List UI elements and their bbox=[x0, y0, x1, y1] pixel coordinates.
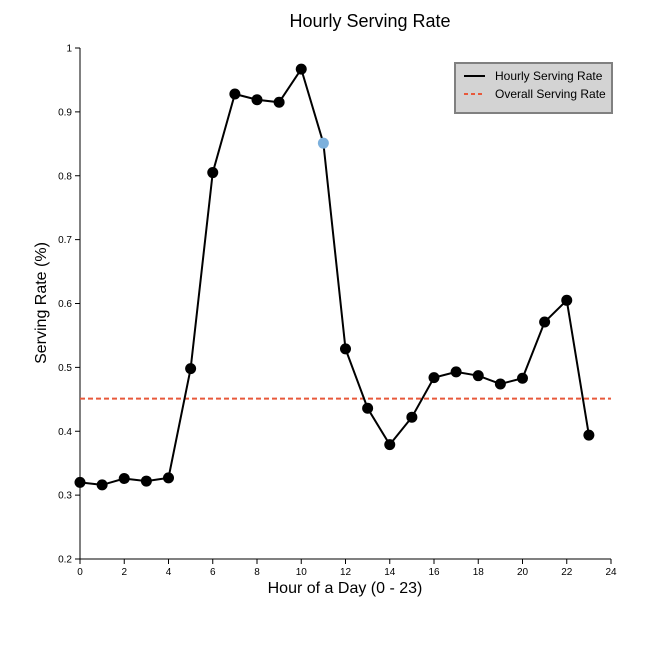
data-point[interactable] bbox=[539, 316, 551, 328]
data-point[interactable] bbox=[472, 370, 484, 382]
x-tick-label: 2 bbox=[121, 567, 127, 578]
data-point[interactable] bbox=[583, 429, 595, 441]
y-tick-label: 0.2 bbox=[58, 555, 72, 566]
x-tick-label: 18 bbox=[473, 567, 485, 578]
data-point[interactable] bbox=[450, 366, 462, 378]
plot-area bbox=[74, 63, 611, 491]
x-tick-label: 4 bbox=[166, 567, 172, 578]
data-point[interactable] bbox=[494, 378, 506, 390]
data-point[interactable] bbox=[118, 473, 130, 485]
data-point[interactable] bbox=[384, 439, 396, 451]
data-point[interactable] bbox=[251, 94, 263, 106]
data-point[interactable] bbox=[561, 294, 573, 306]
x-tick-label: 16 bbox=[428, 567, 440, 578]
legend-label-hourly: Hourly Serving Rate bbox=[495, 69, 603, 83]
y-tick-label: 0.5 bbox=[58, 363, 72, 374]
y-tick-label: 0.9 bbox=[58, 107, 72, 118]
axes bbox=[79, 48, 611, 560]
data-point[interactable] bbox=[428, 372, 440, 384]
data-point[interactable] bbox=[185, 363, 197, 375]
data-point[interactable] bbox=[295, 63, 307, 75]
legend-box bbox=[454, 62, 613, 114]
y-tick-label: 1 bbox=[66, 44, 72, 55]
data-point[interactable] bbox=[362, 402, 374, 414]
chart-title: Hourly Serving Rate bbox=[289, 11, 450, 31]
x-tick-label: 12 bbox=[340, 567, 352, 578]
y-tick-label: 0.3 bbox=[58, 491, 72, 502]
legend-label-overall: Overall Serving Rate bbox=[495, 87, 606, 101]
hourly-serving-rate-line bbox=[79, 66, 590, 486]
data-point[interactable] bbox=[517, 372, 528, 384]
x-ticks: 0 2 4 6 8 10 12 14 16 18 20 22 24 bbox=[77, 559, 617, 578]
x-axis-title: Hour of a Day (0 - 23) bbox=[268, 580, 423, 597]
data-point[interactable] bbox=[406, 411, 418, 423]
data-point[interactable] bbox=[74, 476, 86, 488]
data-point[interactable] bbox=[229, 88, 241, 100]
data-point[interactable] bbox=[207, 167, 219, 179]
y-axis-title: Serving Rate (%) bbox=[33, 242, 50, 364]
y-ticks: 0.2 0.3 0.4 0.5 0.6 0.7 0.8 0.9 1 bbox=[58, 44, 80, 566]
data-point-highlighted[interactable] bbox=[317, 137, 329, 149]
x-tick-label: 10 bbox=[296, 567, 308, 578]
data-point[interactable] bbox=[273, 96, 285, 108]
x-tick-label: 22 bbox=[561, 567, 573, 578]
x-tick-label: 20 bbox=[517, 567, 529, 578]
x-tick-label: 6 bbox=[210, 567, 216, 578]
x-tick-label: 14 bbox=[384, 567, 396, 578]
data-point[interactable] bbox=[340, 343, 351, 355]
x-tick-label: 8 bbox=[254, 567, 260, 578]
y-tick-label: 0.7 bbox=[58, 235, 72, 246]
data-point[interactable] bbox=[96, 479, 108, 491]
data-point[interactable] bbox=[140, 475, 152, 487]
y-tick-label: 0.6 bbox=[58, 299, 72, 310]
legend: Hourly Serving Rate Overall Serving Rate bbox=[454, 62, 613, 114]
y-tick-label: 0.8 bbox=[58, 171, 72, 182]
y-tick-label: 0.4 bbox=[58, 427, 72, 438]
x-tick-label: 24 bbox=[605, 567, 617, 578]
x-tick-label: 0 bbox=[77, 567, 83, 578]
data-point[interactable] bbox=[163, 472, 174, 484]
